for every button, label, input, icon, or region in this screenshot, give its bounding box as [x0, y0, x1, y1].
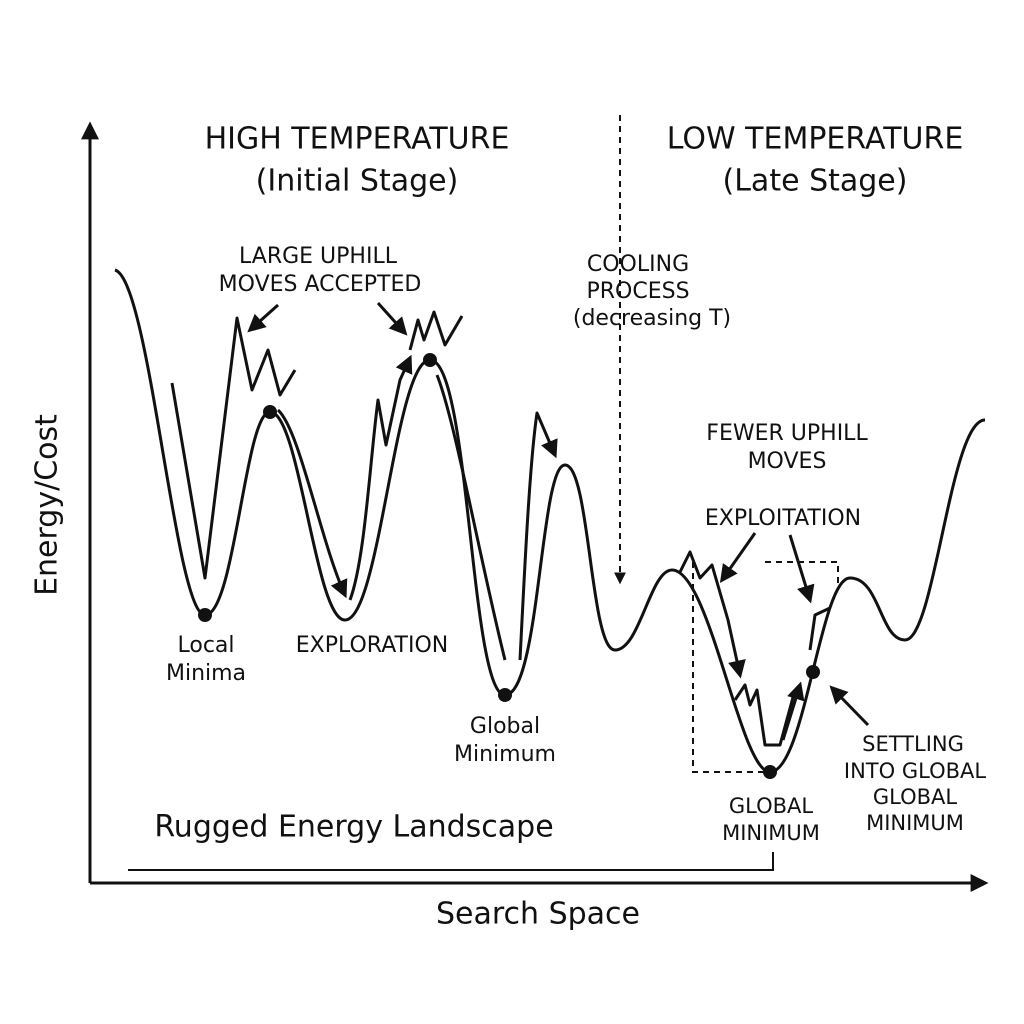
stage-subtitle: (Late Stage): [723, 164, 908, 199]
annotation: MINIMUM: [866, 811, 964, 835]
trajectory: [276, 408, 348, 599]
annotation: GLOBAL: [729, 794, 814, 818]
annotation: (decreasing T): [573, 306, 731, 331]
trajectory: [435, 374, 555, 661]
point: [498, 688, 512, 702]
arrow: [788, 534, 815, 604]
trajectory: [781, 681, 805, 741]
annotation: Rugged Energy Landscape: [154, 810, 553, 845]
arrow: [829, 685, 870, 727]
trajectory: [348, 354, 413, 601]
annotation: MINIMUM: [722, 821, 820, 845]
trajectory: [808, 606, 831, 651]
annotation: PROCESS: [586, 279, 689, 304]
arrow: [247, 303, 279, 333]
stage-title: LOW TEMPERATURE: [667, 122, 964, 157]
y-axis-label: Energy/Cost: [30, 414, 65, 596]
trajectory: [678, 550, 746, 679]
trajectory: [733, 683, 797, 747]
point: [263, 405, 277, 419]
x-axis-label: Search Space: [436, 897, 640, 932]
annotation: COOLING: [587, 252, 689, 277]
bracket: [128, 852, 774, 871]
annotation: Minimum: [454, 742, 556, 767]
trajectory: [170, 316, 297, 580]
annotation: Minima: [166, 661, 246, 686]
annotation: EXPLOITATION: [705, 506, 861, 531]
stage-subtitle: (Initial Stage): [256, 164, 459, 199]
point: [423, 353, 437, 367]
point: [198, 608, 212, 622]
point: [806, 665, 820, 679]
annotation: Global: [470, 714, 540, 739]
annotation: MOVES ACCEPTED: [219, 272, 422, 297]
point: [763, 765, 777, 779]
annotation: FEWER UPHILL: [706, 421, 868, 446]
trajectory: [408, 310, 464, 351]
arrow: [719, 532, 757, 583]
annotation: MOVES: [748, 449, 827, 474]
arrow: [376, 301, 408, 336]
stage-title: HIGH TEMPERATURE: [205, 122, 510, 157]
energy-curve: [114, 268, 986, 774]
annotation: SETTLING: [862, 732, 964, 756]
focus-box: [692, 561, 839, 773]
annotation: EXPLORATION: [296, 633, 448, 658]
annotation: LARGE UPHILL: [239, 244, 398, 269]
annotation: INTO GLOBAL: [844, 759, 986, 783]
annotation: Local: [177, 633, 234, 658]
annotation: GLOBAL: [873, 785, 958, 809]
